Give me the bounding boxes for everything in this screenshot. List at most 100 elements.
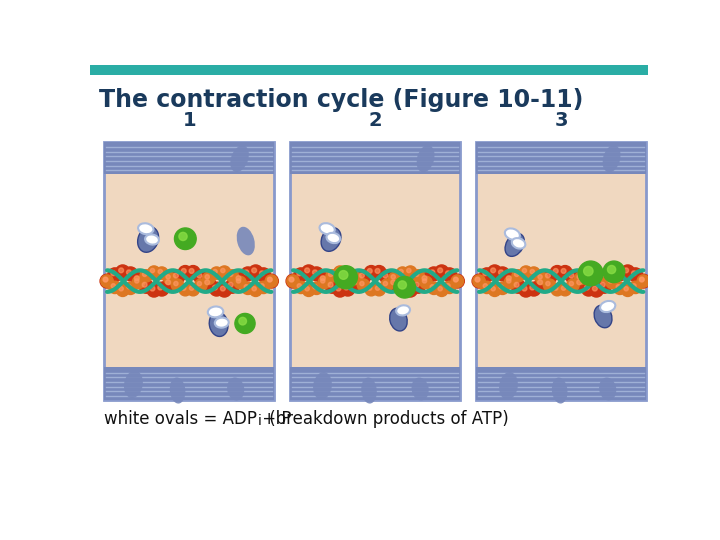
Circle shape (423, 279, 427, 283)
Circle shape (446, 271, 451, 276)
Circle shape (506, 276, 511, 281)
Circle shape (234, 276, 246, 289)
Circle shape (148, 266, 160, 278)
Circle shape (578, 261, 603, 286)
Circle shape (598, 269, 611, 282)
Circle shape (140, 269, 153, 282)
Circle shape (546, 281, 550, 286)
Circle shape (570, 281, 574, 286)
Circle shape (388, 277, 402, 291)
Circle shape (179, 266, 192, 279)
Circle shape (428, 282, 440, 294)
Ellipse shape (361, 377, 377, 403)
Circle shape (496, 282, 509, 294)
Circle shape (399, 269, 403, 274)
Circle shape (629, 281, 642, 294)
Circle shape (582, 267, 595, 279)
Ellipse shape (138, 227, 158, 252)
Circle shape (116, 265, 130, 279)
Circle shape (158, 269, 163, 274)
Circle shape (334, 266, 357, 289)
Circle shape (535, 277, 549, 291)
Circle shape (294, 268, 308, 282)
Circle shape (220, 286, 225, 291)
Circle shape (111, 271, 116, 276)
Ellipse shape (552, 377, 567, 403)
Circle shape (171, 279, 184, 291)
Circle shape (341, 267, 354, 279)
Circle shape (603, 261, 625, 282)
Circle shape (375, 268, 380, 273)
Circle shape (585, 269, 589, 274)
Circle shape (577, 275, 581, 279)
Circle shape (287, 275, 300, 287)
Circle shape (341, 282, 355, 296)
Circle shape (242, 282, 254, 294)
Ellipse shape (505, 233, 524, 256)
Circle shape (166, 280, 171, 285)
Circle shape (639, 278, 644, 282)
Ellipse shape (313, 372, 332, 400)
Circle shape (397, 267, 409, 279)
Circle shape (127, 270, 132, 275)
Circle shape (181, 286, 186, 291)
Text: 2: 2 (369, 111, 382, 130)
Text: (breakdown products of ATP): (breakdown products of ATP) (264, 410, 509, 428)
Circle shape (632, 284, 636, 288)
Circle shape (239, 318, 246, 325)
Circle shape (616, 270, 621, 275)
Circle shape (250, 284, 262, 296)
Circle shape (320, 279, 325, 283)
Circle shape (236, 276, 241, 281)
Circle shape (430, 285, 434, 289)
Circle shape (373, 284, 385, 296)
Ellipse shape (326, 233, 341, 243)
Circle shape (475, 277, 480, 282)
Circle shape (297, 271, 302, 276)
Circle shape (554, 286, 558, 291)
Circle shape (561, 268, 566, 273)
Ellipse shape (230, 145, 249, 172)
Circle shape (530, 285, 535, 290)
Circle shape (336, 286, 341, 291)
Circle shape (383, 273, 388, 278)
Circle shape (391, 275, 395, 279)
Circle shape (538, 275, 542, 279)
Circle shape (359, 273, 364, 278)
Circle shape (179, 284, 192, 296)
Ellipse shape (138, 223, 153, 234)
Circle shape (256, 268, 271, 282)
Ellipse shape (512, 238, 526, 248)
Circle shape (174, 273, 179, 278)
Circle shape (616, 285, 621, 289)
Circle shape (528, 267, 540, 279)
Circle shape (381, 279, 393, 291)
Circle shape (244, 285, 248, 289)
Circle shape (163, 277, 176, 291)
Circle shape (613, 267, 627, 281)
Circle shape (491, 287, 495, 291)
Circle shape (186, 266, 200, 279)
Circle shape (631, 271, 636, 276)
Circle shape (590, 266, 603, 278)
Circle shape (139, 279, 153, 293)
Circle shape (606, 276, 618, 289)
Circle shape (202, 277, 216, 291)
Circle shape (135, 276, 139, 281)
Circle shape (367, 268, 372, 273)
Circle shape (210, 267, 222, 279)
Circle shape (436, 284, 448, 296)
Circle shape (348, 277, 363, 291)
Circle shape (536, 272, 548, 285)
Circle shape (286, 274, 300, 288)
Ellipse shape (124, 370, 143, 398)
Circle shape (512, 269, 524, 282)
Circle shape (257, 281, 270, 294)
Circle shape (356, 270, 370, 284)
Circle shape (119, 287, 123, 291)
Ellipse shape (321, 228, 341, 251)
Circle shape (621, 284, 634, 296)
Ellipse shape (227, 377, 244, 401)
Circle shape (194, 279, 207, 291)
Circle shape (503, 273, 518, 287)
